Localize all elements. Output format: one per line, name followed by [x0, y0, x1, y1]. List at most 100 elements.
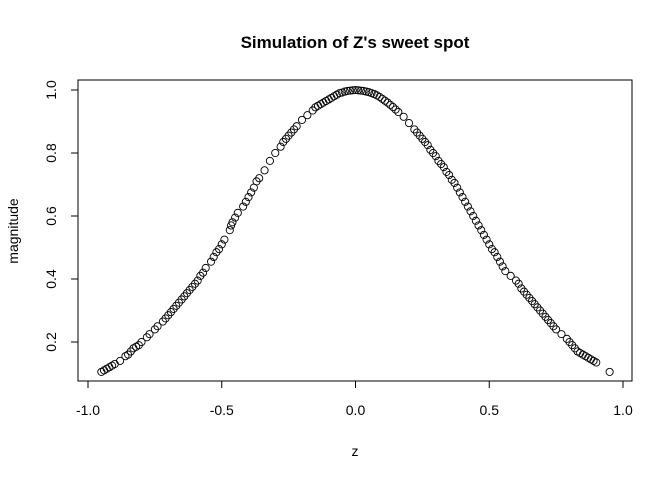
data-point: [391, 105, 400, 114]
data-point: [431, 152, 440, 161]
data-point: [584, 353, 593, 362]
data-point: [581, 352, 590, 361]
data-point: [461, 197, 470, 206]
data-point: [576, 348, 585, 358]
y-axis-label: magnitude: [5, 198, 21, 264]
data-point: [506, 271, 515, 280]
data-point: [388, 102, 398, 112]
data-point: [255, 174, 264, 183]
data-points: [97, 85, 614, 376]
data-point: [108, 361, 117, 370]
data-point: [193, 276, 202, 285]
y-tick-label: 1.0: [43, 80, 59, 100]
data-point: [330, 92, 339, 101]
data-point: [260, 166, 269, 175]
data-point: [100, 366, 109, 375]
data-point: [233, 208, 242, 217]
data-point: [394, 108, 403, 117]
data-point: [589, 356, 598, 365]
data-point: [578, 350, 587, 359]
data-point: [97, 367, 106, 376]
data-point: [241, 197, 250, 206]
data-point: [137, 337, 146, 347]
data-point: [479, 230, 488, 239]
data-point: [552, 325, 561, 334]
y-tick-label: 0.2: [43, 332, 59, 352]
x-axis: -1.0 -0.5 0.0 0.5 1.0: [76, 380, 633, 418]
y-tick-label: 0.4: [43, 269, 59, 289]
data-point: [557, 330, 566, 339]
data-point: [466, 207, 475, 216]
data-point: [201, 263, 210, 273]
data-point: [586, 355, 595, 364]
data-point: [469, 211, 478, 221]
data-point: [490, 248, 499, 257]
x-tick-label: 1.0: [613, 402, 633, 418]
data-point: [346, 86, 355, 95]
data-point: [514, 279, 523, 288]
data-point: [455, 188, 464, 197]
data-point: [297, 115, 307, 124]
data-point: [313, 101, 323, 110]
data-point: [380, 96, 389, 105]
data-point: [225, 226, 234, 235]
data-point: [471, 216, 480, 225]
data-point: [215, 245, 224, 254]
plot-frame: [77, 79, 633, 382]
data-point: [375, 92, 384, 101]
x-tick-label: 0.0: [346, 402, 366, 418]
data-point: [316, 100, 325, 109]
data-point: [105, 363, 114, 372]
data-point: [102, 364, 111, 373]
data-point: [116, 356, 125, 365]
data-point: [495, 257, 505, 266]
data-point: [450, 178, 459, 187]
data-point: [386, 100, 395, 109]
data-point: [322, 96, 331, 106]
x-axis-label: z: [352, 443, 359, 459]
x-tick-label: -1.0: [76, 402, 100, 418]
data-point: [324, 95, 333, 104]
data-point: [292, 122, 301, 131]
data-point: [501, 267, 510, 276]
x-tick-label: 0.5: [480, 402, 500, 418]
data-point: [423, 141, 432, 150]
data-point: [206, 257, 216, 266]
x-tick-label: -0.5: [210, 402, 234, 418]
data-point: [220, 235, 229, 244]
data-point: [217, 240, 226, 249]
y-tick-label: 0.8: [43, 143, 59, 163]
chart-title: Simulation of Z's sweet spot: [241, 33, 470, 52]
data-point: [477, 226, 486, 235]
data-point: [231, 213, 240, 222]
data-point: [356, 86, 365, 95]
data-point: [605, 367, 614, 376]
data-point: [327, 93, 336, 102]
data-point: [383, 98, 392, 107]
data-point: [474, 221, 483, 230]
data-point: [265, 156, 274, 165]
data-point: [378, 94, 387, 103]
y-axis: 0.2 0.4 0.6 0.8 1.0: [43, 80, 79, 352]
data-point: [198, 268, 208, 277]
data-point: [482, 235, 491, 244]
data-point: [153, 322, 162, 331]
data-point: [498, 262, 507, 271]
y-tick-label: 0.6: [43, 206, 59, 226]
data-point: [303, 111, 312, 120]
data-point: [485, 240, 494, 249]
data-point: [239, 202, 248, 211]
data-point: [354, 86, 363, 95]
data-point: [404, 119, 414, 128]
data-point: [453, 183, 462, 192]
data-point: [271, 148, 280, 158]
data-point: [463, 202, 472, 211]
data-point: [110, 359, 119, 369]
data-point: [209, 252, 218, 262]
data-point: [228, 218, 237, 227]
data-point: [348, 86, 357, 95]
data-point: [244, 193, 253, 202]
data-point: [319, 98, 328, 107]
data-point: [445, 170, 454, 180]
